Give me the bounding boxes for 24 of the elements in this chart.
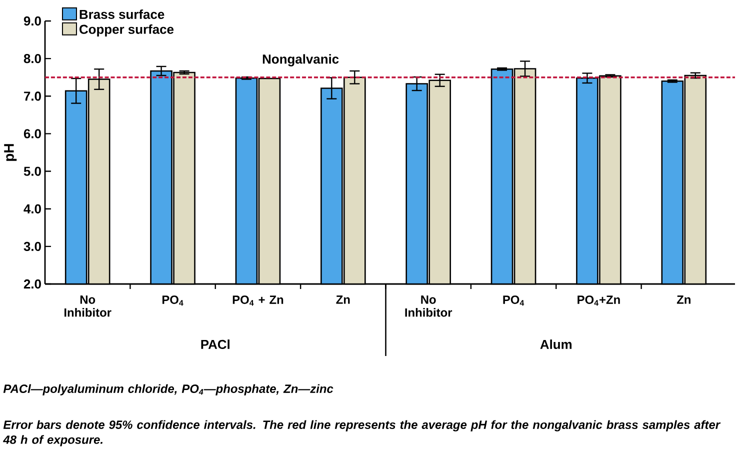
text: PACl bbox=[201, 340, 230, 350]
x-tick-label: No Inhibitor bbox=[64, 295, 112, 317]
x-tick-label: PO$_{4}$ bbox=[503, 295, 524, 306]
ref-line-label: Nongalvanic bbox=[262, 54, 339, 66]
x-tick-label: PO$_{4}$+Zn bbox=[578, 295, 620, 306]
x-tick-label: No Inhibitor bbox=[405, 295, 452, 317]
y-tick-label: 3.0 bbox=[24, 242, 41, 252]
y-tick-label: 8.0 bbox=[24, 54, 41, 64]
y-tick-label: 7.0 bbox=[24, 92, 41, 101]
y-tick-label: 9.0 bbox=[24, 16, 41, 26]
text: PACl—polyaluminum chloride, PO$_{4}$—phosphate, Zn—zinc bbox=[3, 384, 334, 396]
y-axis-title: pH bbox=[4, 144, 17, 161]
x-tick-label: PO$_{4}$ bbox=[162, 295, 184, 306]
legend-label: Brass surface bbox=[80, 9, 164, 19]
text: Error bars denote 95% confidence intervals. The red line represents the average pH for the nongalvanic brass samples after 48 h of exposure. bbox=[2, 420, 721, 446]
y-tick-label: 4.0 bbox=[24, 204, 41, 214]
x-tick-label: Zn bbox=[676, 295, 690, 304]
y-tick-label: 2.0 bbox=[24, 279, 41, 289]
x-tick-label: PO$_{4}$ + Zn bbox=[232, 295, 284, 306]
text: Alum bbox=[540, 340, 572, 350]
y-tick-label: 6.0 bbox=[24, 129, 41, 138]
legend-label: Copper surface bbox=[80, 24, 174, 36]
y-tick-label: 5.0 bbox=[24, 166, 41, 176]
x-tick-label: Zn bbox=[336, 295, 350, 304]
